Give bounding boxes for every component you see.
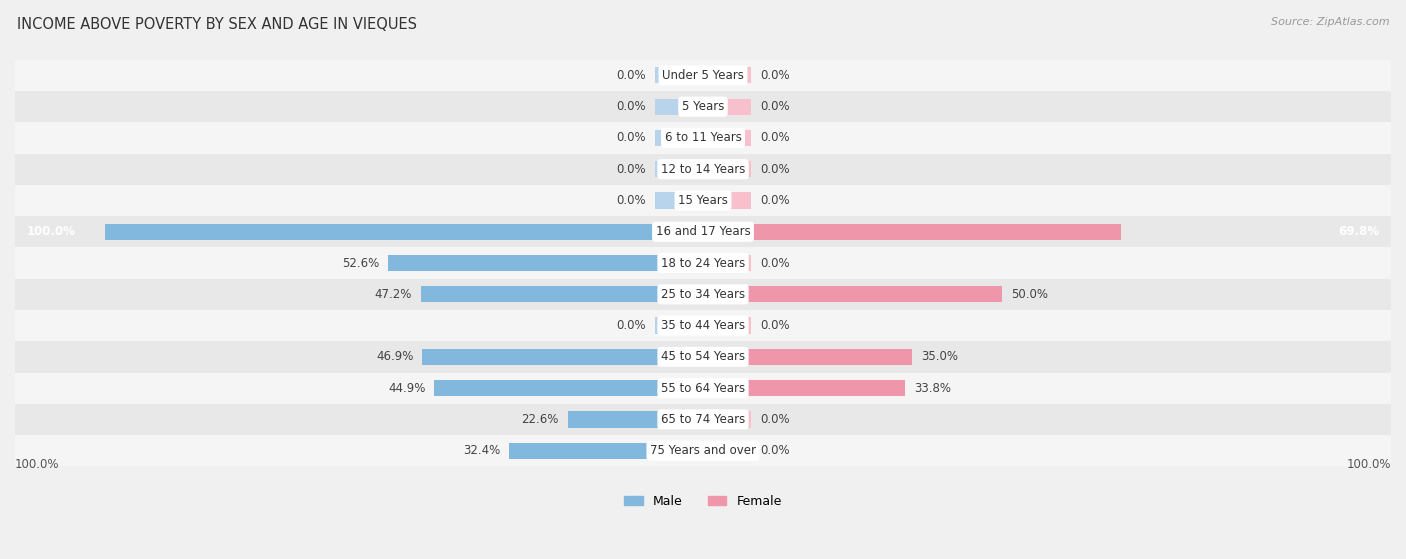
Bar <box>703 67 751 83</box>
Text: 0.0%: 0.0% <box>759 194 789 207</box>
Text: 35 to 44 Years: 35 to 44 Years <box>661 319 745 332</box>
Text: 0.0%: 0.0% <box>617 131 647 144</box>
Text: 44.9%: 44.9% <box>388 382 426 395</box>
Text: 0.0%: 0.0% <box>759 100 789 113</box>
Text: 50.0%: 50.0% <box>1011 288 1047 301</box>
Bar <box>15 310 1391 341</box>
Bar <box>703 224 1121 240</box>
Text: 16 and 17 Years: 16 and 17 Years <box>655 225 751 238</box>
Text: 0.0%: 0.0% <box>759 413 789 426</box>
Text: 32.4%: 32.4% <box>463 444 501 457</box>
Bar <box>420 286 703 302</box>
Bar <box>15 154 1391 185</box>
Legend: Male, Female: Male, Female <box>619 490 787 513</box>
Text: 52.6%: 52.6% <box>342 257 380 269</box>
Text: 55 to 64 Years: 55 to 64 Years <box>661 382 745 395</box>
Bar <box>655 161 703 177</box>
Text: 18 to 24 Years: 18 to 24 Years <box>661 257 745 269</box>
Bar <box>703 443 751 459</box>
Text: 0.0%: 0.0% <box>617 194 647 207</box>
Bar <box>703 318 751 334</box>
Text: 33.8%: 33.8% <box>914 382 952 395</box>
Bar <box>15 216 1391 248</box>
Text: 100.0%: 100.0% <box>27 225 76 238</box>
Text: 0.0%: 0.0% <box>617 319 647 332</box>
Text: 25 to 34 Years: 25 to 34 Years <box>661 288 745 301</box>
Bar <box>15 435 1391 466</box>
Text: 75 Years and over: 75 Years and over <box>650 444 756 457</box>
Text: 0.0%: 0.0% <box>759 319 789 332</box>
Bar <box>703 192 751 209</box>
Text: Source: ZipAtlas.com: Source: ZipAtlas.com <box>1271 17 1389 27</box>
Text: 69.8%: 69.8% <box>1339 225 1379 238</box>
Bar <box>568 411 703 428</box>
Text: 100.0%: 100.0% <box>1347 458 1391 471</box>
Bar <box>703 98 751 115</box>
Text: 5 Years: 5 Years <box>682 100 724 113</box>
Bar <box>15 404 1391 435</box>
Text: 46.9%: 46.9% <box>375 350 413 363</box>
Bar <box>15 341 1391 372</box>
Bar <box>104 224 703 240</box>
Bar <box>15 372 1391 404</box>
Text: 6 to 11 Years: 6 to 11 Years <box>665 131 741 144</box>
Bar <box>15 91 1391 122</box>
Bar <box>15 185 1391 216</box>
Bar <box>703 349 912 365</box>
Text: 65 to 74 Years: 65 to 74 Years <box>661 413 745 426</box>
Text: 45 to 54 Years: 45 to 54 Years <box>661 350 745 363</box>
Text: 0.0%: 0.0% <box>759 131 789 144</box>
Text: 0.0%: 0.0% <box>759 163 789 176</box>
Bar <box>655 67 703 83</box>
Text: 12 to 14 Years: 12 to 14 Years <box>661 163 745 176</box>
Bar <box>703 161 751 177</box>
Bar <box>655 98 703 115</box>
Bar <box>422 349 703 365</box>
Bar <box>703 380 905 396</box>
Text: 0.0%: 0.0% <box>759 69 789 82</box>
Text: 100.0%: 100.0% <box>15 458 59 471</box>
Text: 22.6%: 22.6% <box>522 413 558 426</box>
Bar <box>655 318 703 334</box>
Bar <box>15 60 1391 91</box>
Text: 0.0%: 0.0% <box>759 444 789 457</box>
Text: 15 Years: 15 Years <box>678 194 728 207</box>
Bar <box>655 130 703 146</box>
Bar <box>703 411 751 428</box>
Bar <box>509 443 703 459</box>
Text: 35.0%: 35.0% <box>921 350 959 363</box>
Bar <box>703 130 751 146</box>
Text: 0.0%: 0.0% <box>617 163 647 176</box>
Text: Under 5 Years: Under 5 Years <box>662 69 744 82</box>
Bar <box>15 122 1391 154</box>
Bar <box>15 279 1391 310</box>
Bar <box>15 248 1391 279</box>
Bar <box>703 255 751 271</box>
Text: 0.0%: 0.0% <box>759 257 789 269</box>
Bar <box>388 255 703 271</box>
Bar <box>703 286 1002 302</box>
Bar <box>434 380 703 396</box>
Text: 47.2%: 47.2% <box>374 288 412 301</box>
Bar <box>655 192 703 209</box>
Text: INCOME ABOVE POVERTY BY SEX AND AGE IN VIEQUES: INCOME ABOVE POVERTY BY SEX AND AGE IN V… <box>17 17 416 32</box>
Text: 0.0%: 0.0% <box>617 100 647 113</box>
Text: 0.0%: 0.0% <box>617 69 647 82</box>
